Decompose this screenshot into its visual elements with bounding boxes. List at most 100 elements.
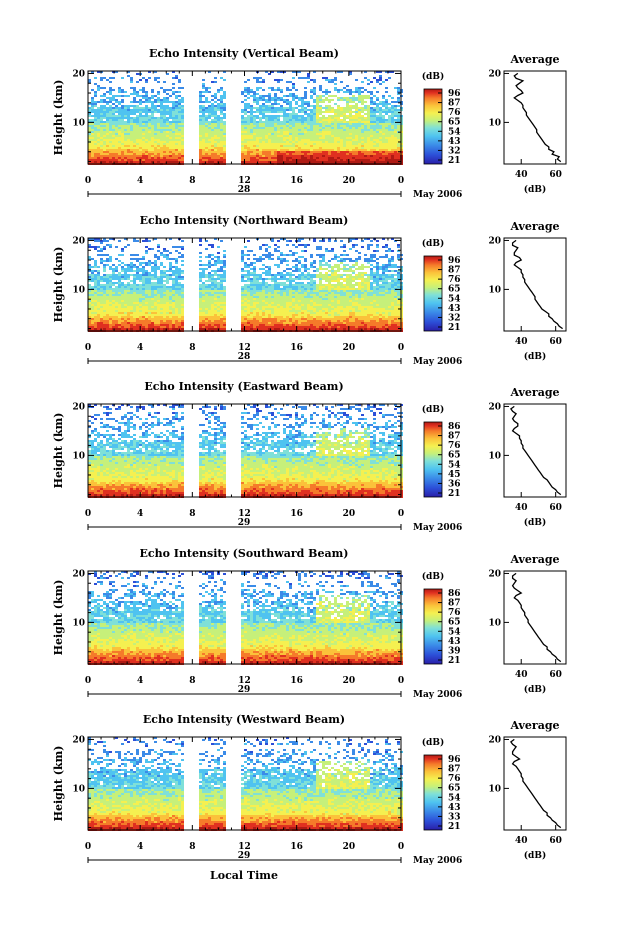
heatmap-cell — [334, 151, 337, 153]
heatmap-cell — [115, 99, 118, 101]
heatmap-cell — [349, 161, 352, 163]
heatmap-cell — [319, 107, 322, 109]
heatmap-cell — [136, 109, 139, 111]
heatmap-cell — [277, 133, 280, 135]
heatmap-cell — [328, 121, 331, 123]
heatmap-cell — [145, 294, 148, 296]
heatmap-cell — [364, 161, 367, 163]
heatmap-cell — [397, 87, 400, 89]
heatmap-cell — [169, 161, 172, 163]
heatmap-cell — [364, 274, 367, 276]
heatmap-cell — [259, 256, 262, 258]
heatmap-cell — [145, 133, 148, 135]
heatmap-cell — [373, 256, 376, 258]
heatmap-cell — [265, 107, 268, 109]
heatmap-cell — [100, 105, 103, 107]
heatmap-cell — [328, 81, 331, 83]
heatmap-cell — [241, 250, 244, 252]
heatmap-cell — [247, 276, 250, 278]
heatmap-cell — [103, 153, 106, 155]
heatmap-cell — [199, 109, 202, 111]
heatmap-cell — [349, 139, 352, 141]
heatmap-cell — [382, 115, 385, 117]
heatmap-cell — [262, 157, 265, 159]
heatmap-cell — [289, 109, 292, 111]
heatmap-cell — [304, 149, 307, 151]
heatmap-cell — [319, 294, 322, 296]
heatmap-cell — [370, 290, 373, 292]
heatmap-cell — [277, 264, 280, 266]
heatmap-cell — [178, 81, 181, 83]
heatmap-cell — [283, 123, 286, 125]
heatmap-cell — [145, 129, 148, 131]
heatmap-cell — [88, 256, 91, 258]
heatmap-cell — [115, 119, 118, 121]
heatmap-cell — [304, 153, 307, 155]
heatmap-cell — [94, 270, 97, 272]
heatmap-cell — [385, 288, 388, 290]
heatmap-cell — [265, 115, 268, 117]
heatmap-cell — [367, 290, 370, 292]
heatmap-cell — [118, 109, 121, 111]
heatmap-cell — [277, 272, 280, 274]
heatmap-cell — [280, 107, 283, 109]
heatmap-cell — [97, 157, 100, 159]
heatmap-cell — [397, 280, 400, 282]
heatmap-cell — [247, 258, 250, 260]
heatmap-cell — [151, 145, 154, 147]
heatmap-cell — [223, 103, 226, 105]
heatmap-cell — [379, 292, 382, 294]
heatmap-cell — [271, 111, 274, 113]
heatmap-cell — [322, 145, 325, 147]
heatmap-cell — [247, 254, 250, 256]
heatmap-cell — [364, 157, 367, 159]
heatmap-cell — [283, 292, 286, 294]
heatmap-cell — [316, 276, 319, 278]
heatmap-cell — [352, 151, 355, 153]
heatmap-cell — [271, 145, 274, 147]
heatmap-cell — [223, 143, 226, 145]
heatmap-cell — [241, 258, 244, 260]
heatmap-cell — [325, 151, 328, 153]
heatmap-cell — [130, 111, 133, 113]
heatmap-cell — [139, 117, 142, 119]
heatmap-cell — [256, 290, 259, 292]
heatmap-cell — [217, 107, 220, 109]
heatmap-cell — [109, 133, 112, 135]
heatmap-cell — [112, 125, 115, 127]
heatmap-cell — [100, 125, 103, 127]
heatmap-cell — [361, 121, 364, 123]
heatmap-cell — [391, 129, 394, 131]
heatmap-cell — [172, 139, 175, 141]
heatmap-cell — [154, 155, 157, 157]
heatmap-cell — [301, 115, 304, 117]
heatmap-cell — [247, 153, 250, 155]
heatmap-cell — [214, 159, 217, 161]
heatmap-cell — [355, 250, 358, 252]
heatmap-cell — [163, 250, 166, 252]
heatmap-cell — [211, 278, 214, 280]
heatmap-cell — [373, 145, 376, 147]
heatmap-cell — [364, 121, 367, 123]
heatmap-cell — [295, 290, 298, 292]
heatmap-cell — [166, 105, 169, 107]
heatmap-cell — [166, 286, 169, 288]
heatmap-cell — [166, 157, 169, 159]
heatmap-cell — [397, 276, 400, 278]
heatmap-cell — [283, 288, 286, 290]
heatmap-cell — [292, 260, 295, 262]
heatmap-cell — [343, 87, 346, 89]
heatmap-cell — [142, 143, 145, 145]
heatmap-cell — [394, 151, 397, 153]
heatmap-cell — [211, 254, 214, 256]
heatmap-cell — [91, 155, 94, 157]
heatmap-cell — [271, 117, 274, 119]
heatmap-cell — [286, 101, 289, 103]
heatmap-cell — [397, 111, 400, 113]
heatmap-cell — [394, 290, 397, 292]
heatmap-cell — [118, 272, 121, 274]
heatmap-cell — [202, 159, 205, 161]
heatmap-cell — [211, 121, 214, 123]
heatmap-cell — [166, 141, 169, 143]
heatmap-cell — [136, 117, 139, 119]
